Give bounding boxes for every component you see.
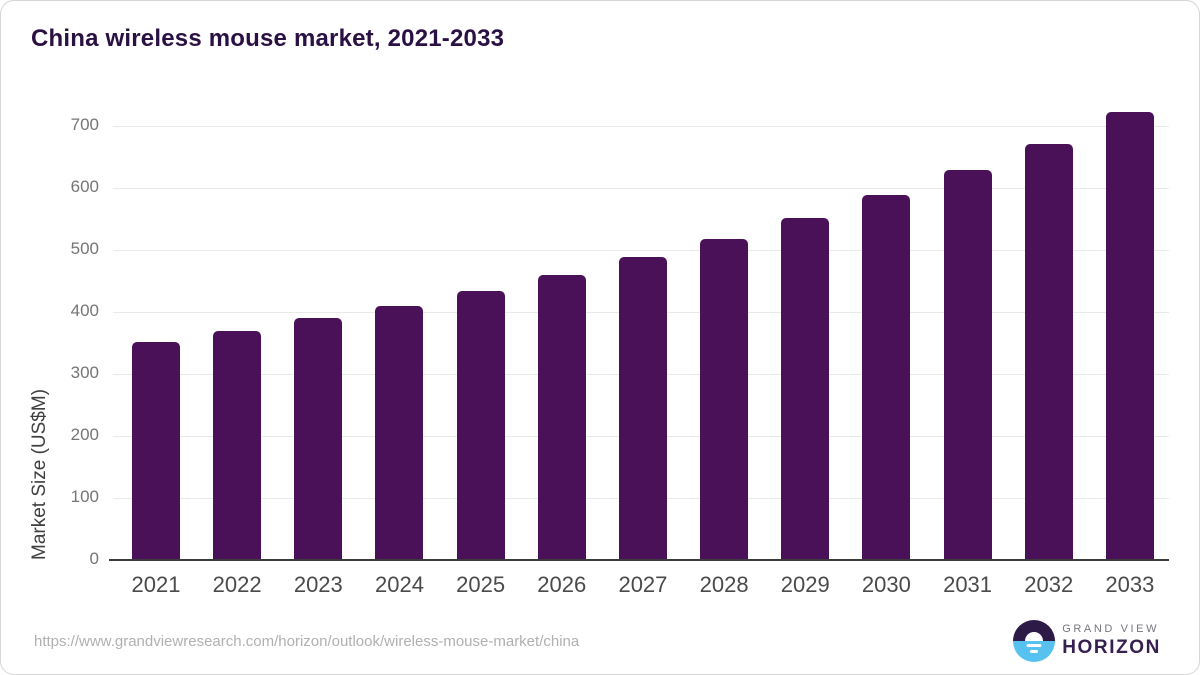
- y-tick-label-100: 100: [70, 487, 99, 506]
- bar-cell-2023: 2023: [294, 92, 343, 597]
- x-tick-label-2024: 2024: [374, 572, 424, 597]
- logo-horizon-line-short: [1030, 649, 1039, 653]
- logo-text: GRAND VIEW HORIZON: [1062, 623, 1161, 659]
- gridline-500: [113, 250, 1169, 251]
- y-tick-label-400: 400: [70, 301, 99, 320]
- y-tick-label-500: 500: [70, 239, 99, 258]
- x-tick-label-2033: 2033: [1105, 572, 1155, 597]
- x-tick-label-2022: 2022: [212, 572, 262, 597]
- bar-2033: [1105, 112, 1154, 560]
- x-tick-label-2026: 2026: [537, 572, 587, 597]
- x-tick-label-2027: 2027: [618, 572, 668, 597]
- grandview-horizon-logo: GRAND VIEW HORIZON: [1013, 620, 1161, 662]
- source-url: https://www.grandviewresearch.com/horizo…: [34, 632, 580, 650]
- chart-title: China wireless mouse market, 2021-2033: [31, 25, 505, 52]
- x-tick-label-2029: 2029: [780, 572, 830, 597]
- x-tick-label-2028: 2028: [699, 572, 749, 597]
- x-tick-label-2023: 2023: [293, 572, 343, 597]
- footer: https://www.grandviewresearch.com/horizo…: [34, 617, 1161, 665]
- bar-2029: [781, 218, 830, 560]
- bar-2027: [618, 257, 667, 560]
- x-axis-line: [109, 559, 1169, 561]
- bar-2031: [943, 170, 992, 560]
- bar-2023: [294, 318, 343, 560]
- bar-cell-2025: 2025: [456, 92, 505, 597]
- x-tick-label-2025: 2025: [456, 572, 506, 597]
- bar-cell-2028: 2028: [700, 92, 749, 597]
- x-tick-label-2031: 2031: [943, 572, 993, 597]
- bar-cell-2030: 2030: [862, 92, 911, 597]
- plot-area: Market Size (US$M) 2021 2022 2023 2024 2025 2…: [29, 92, 1169, 597]
- bar-2025: [456, 290, 505, 560]
- x-tick-label-2032: 2032: [1024, 572, 1074, 597]
- bar-cell-2022: 2022: [213, 92, 262, 597]
- bar-cell-2021: 2021: [132, 92, 180, 597]
- y-tick-label-300: 300: [70, 363, 99, 382]
- bar-2021: [132, 341, 180, 560]
- y-tick-label-600: 600: [70, 177, 99, 196]
- logo-brand-bottom: HORIZON: [1062, 637, 1161, 658]
- bar-cell-2033: 2033: [1105, 92, 1154, 597]
- bar-cell-2031: 2031: [943, 92, 992, 597]
- bar-2026: [537, 274, 586, 560]
- gridline-700: [113, 126, 1169, 127]
- horizon-logo-icon: [1013, 620, 1056, 662]
- bar-2024: [375, 305, 424, 560]
- bar-2030: [862, 194, 911, 560]
- y-axis-title: Market Size (US$M): [29, 388, 50, 560]
- x-tick-label-2021: 2021: [131, 572, 181, 597]
- y-tick-label-700: 700: [70, 115, 99, 134]
- logo-arch-shape: [1025, 632, 1044, 641]
- bar-cell-2027: 2027: [618, 92, 667, 597]
- bar-cell-2026: 2026: [537, 92, 586, 597]
- bar-cell-2032: 2032: [1024, 92, 1073, 597]
- gridline-600: [113, 188, 1169, 189]
- bar-2022: [213, 330, 262, 560]
- y-tick-label-0: 0: [89, 549, 99, 568]
- logo-brand-top: GRAND VIEW: [1062, 623, 1160, 635]
- bar-2032: [1024, 143, 1073, 560]
- x-tick-label-2030: 2030: [861, 572, 911, 597]
- logo-horizon-line: [1026, 644, 1042, 647]
- y-tick-label-200: 200: [70, 425, 99, 444]
- bar-2028: [700, 239, 749, 560]
- bar-cell-2029: 2029: [781, 92, 830, 597]
- bar-cell-2024: 2024: [375, 92, 424, 597]
- bars-layer: 2021 2022 2023 2024 2025 2026 2027 2028 2029 2030…: [109, 92, 1169, 597]
